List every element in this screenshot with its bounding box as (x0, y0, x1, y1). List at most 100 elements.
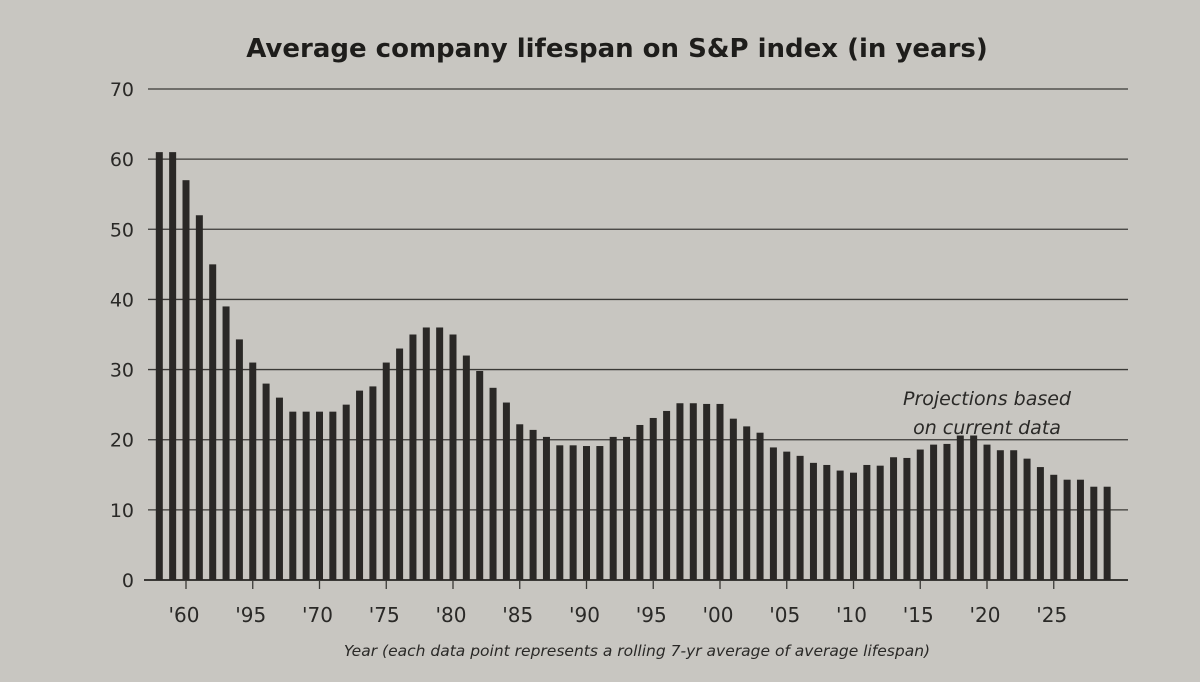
y-tick-label: 40 (110, 289, 134, 311)
bar-2000 (716, 403, 724, 580)
bar-1998 (689, 403, 697, 580)
bar-2008 (823, 464, 831, 580)
x-tick-label: '80 (436, 603, 467, 627)
y-tick-label: 50 (110, 219, 134, 241)
bar-1970 (316, 411, 323, 580)
y-axis: 0 10 20 30 40 50 60 70 (110, 79, 134, 592)
bar-2003 (756, 432, 764, 580)
bar-1965 (249, 362, 257, 580)
bar-2015 (916, 449, 924, 580)
bar-1964 (235, 339, 243, 580)
x-tick-label: '15 (903, 603, 934, 627)
bar-1978 (422, 327, 430, 580)
bar-2004 (769, 447, 777, 580)
y-tick-label: 10 (110, 500, 134, 522)
bar-2018 (956, 435, 964, 580)
y-tick-label: 60 (110, 149, 134, 171)
bar-1974 (369, 386, 377, 580)
bar-2024 (1036, 467, 1044, 580)
bar-1969 (302, 411, 310, 580)
bars (155, 152, 1111, 580)
bar-2009 (836, 470, 844, 580)
y-tick-label: 20 (110, 430, 134, 452)
bar-1988 (556, 445, 564, 580)
bar-1990 (583, 446, 590, 580)
bar-1982 (476, 370, 484, 580)
x-tick-label: '70 (302, 603, 333, 627)
bar-2006 (796, 455, 804, 580)
bar-2026 (1063, 479, 1071, 580)
bar-1973 (356, 390, 364, 580)
x-tick-label: '20 (970, 603, 1001, 627)
bar-1971 (329, 411, 337, 580)
bar-1963 (222, 306, 230, 580)
bar-1962 (209, 264, 217, 580)
bar-1968 (289, 411, 297, 580)
bar-1967 (275, 397, 283, 580)
bar-1980 (449, 334, 457, 580)
x-tick-label: '75 (369, 603, 400, 627)
bar-2007 (809, 462, 817, 580)
x-tick-label: '60 (169, 603, 200, 627)
x-axis-label: Year (each data point represents a rolli… (344, 642, 930, 660)
bar-1981 (462, 355, 470, 580)
bar-1985 (516, 424, 524, 580)
bar-1961 (195, 215, 203, 580)
bar-1993 (623, 436, 631, 580)
bar-2002 (743, 426, 751, 580)
x-axis: '60 '95 '70 '75 '80 '85 '90 '95 '00 '05 '10 '15 '20 '… (169, 580, 1067, 627)
bar-2021 (996, 450, 1004, 580)
bar-2016 (930, 444, 938, 580)
bar-1976 (396, 348, 404, 580)
bar-2019 (970, 435, 978, 580)
x-tick-label: '95 (636, 603, 667, 627)
annotation-line-2: on current data (913, 417, 1061, 439)
gridlines (144, 88, 1128, 581)
bar-1972 (342, 404, 350, 580)
bar-1966 (262, 383, 270, 580)
bar-2025 (1050, 474, 1058, 580)
bar-1989 (569, 445, 577, 580)
bar-1994 (636, 424, 644, 580)
bar-2023 (1023, 458, 1031, 580)
y-tick-label: 0 (122, 570, 134, 592)
bar-2010 (850, 472, 857, 580)
bar-1999 (703, 403, 711, 580)
bar-1959 (169, 152, 177, 580)
bar-2013 (890, 457, 898, 580)
bar-1975 (382, 362, 390, 580)
y-tick-label: 70 (110, 79, 134, 101)
bar-1987 (542, 436, 550, 580)
bar-1977 (409, 334, 417, 580)
bar-2022 (1010, 450, 1018, 580)
bar-2020 (983, 444, 991, 580)
bar-1958 (155, 152, 163, 580)
bar-1997 (676, 403, 684, 580)
bar-1986 (529, 429, 537, 580)
bar-2017 (943, 443, 951, 580)
x-tick-label: '95 (235, 603, 266, 627)
bar-1960 (182, 180, 190, 580)
bar-1991 (596, 446, 604, 580)
x-tick-label: '05 (769, 603, 800, 627)
bar-1992 (609, 436, 617, 580)
annotation-line-1: Projections based (903, 388, 1072, 410)
bar-2012 (876, 465, 884, 580)
x-tick-label: '00 (703, 603, 734, 627)
bar-2001 (729, 418, 737, 580)
bar-2014 (903, 457, 911, 580)
bar-1996 (663, 410, 671, 580)
bar-2005 (783, 451, 791, 580)
bar-1979 (436, 327, 444, 580)
bar-1984 (502, 402, 510, 580)
bar-2011 (863, 464, 871, 580)
bar-2028 (1090, 486, 1098, 580)
x-tick-label: '25 (1036, 603, 1067, 627)
x-tick-label: '90 (569, 603, 600, 627)
bar-2029 (1103, 486, 1111, 580)
y-tick-label: 30 (110, 360, 134, 382)
bar-1995 (649, 417, 657, 580)
bar-2027 (1076, 479, 1084, 580)
x-tick-label: '85 (502, 603, 533, 627)
